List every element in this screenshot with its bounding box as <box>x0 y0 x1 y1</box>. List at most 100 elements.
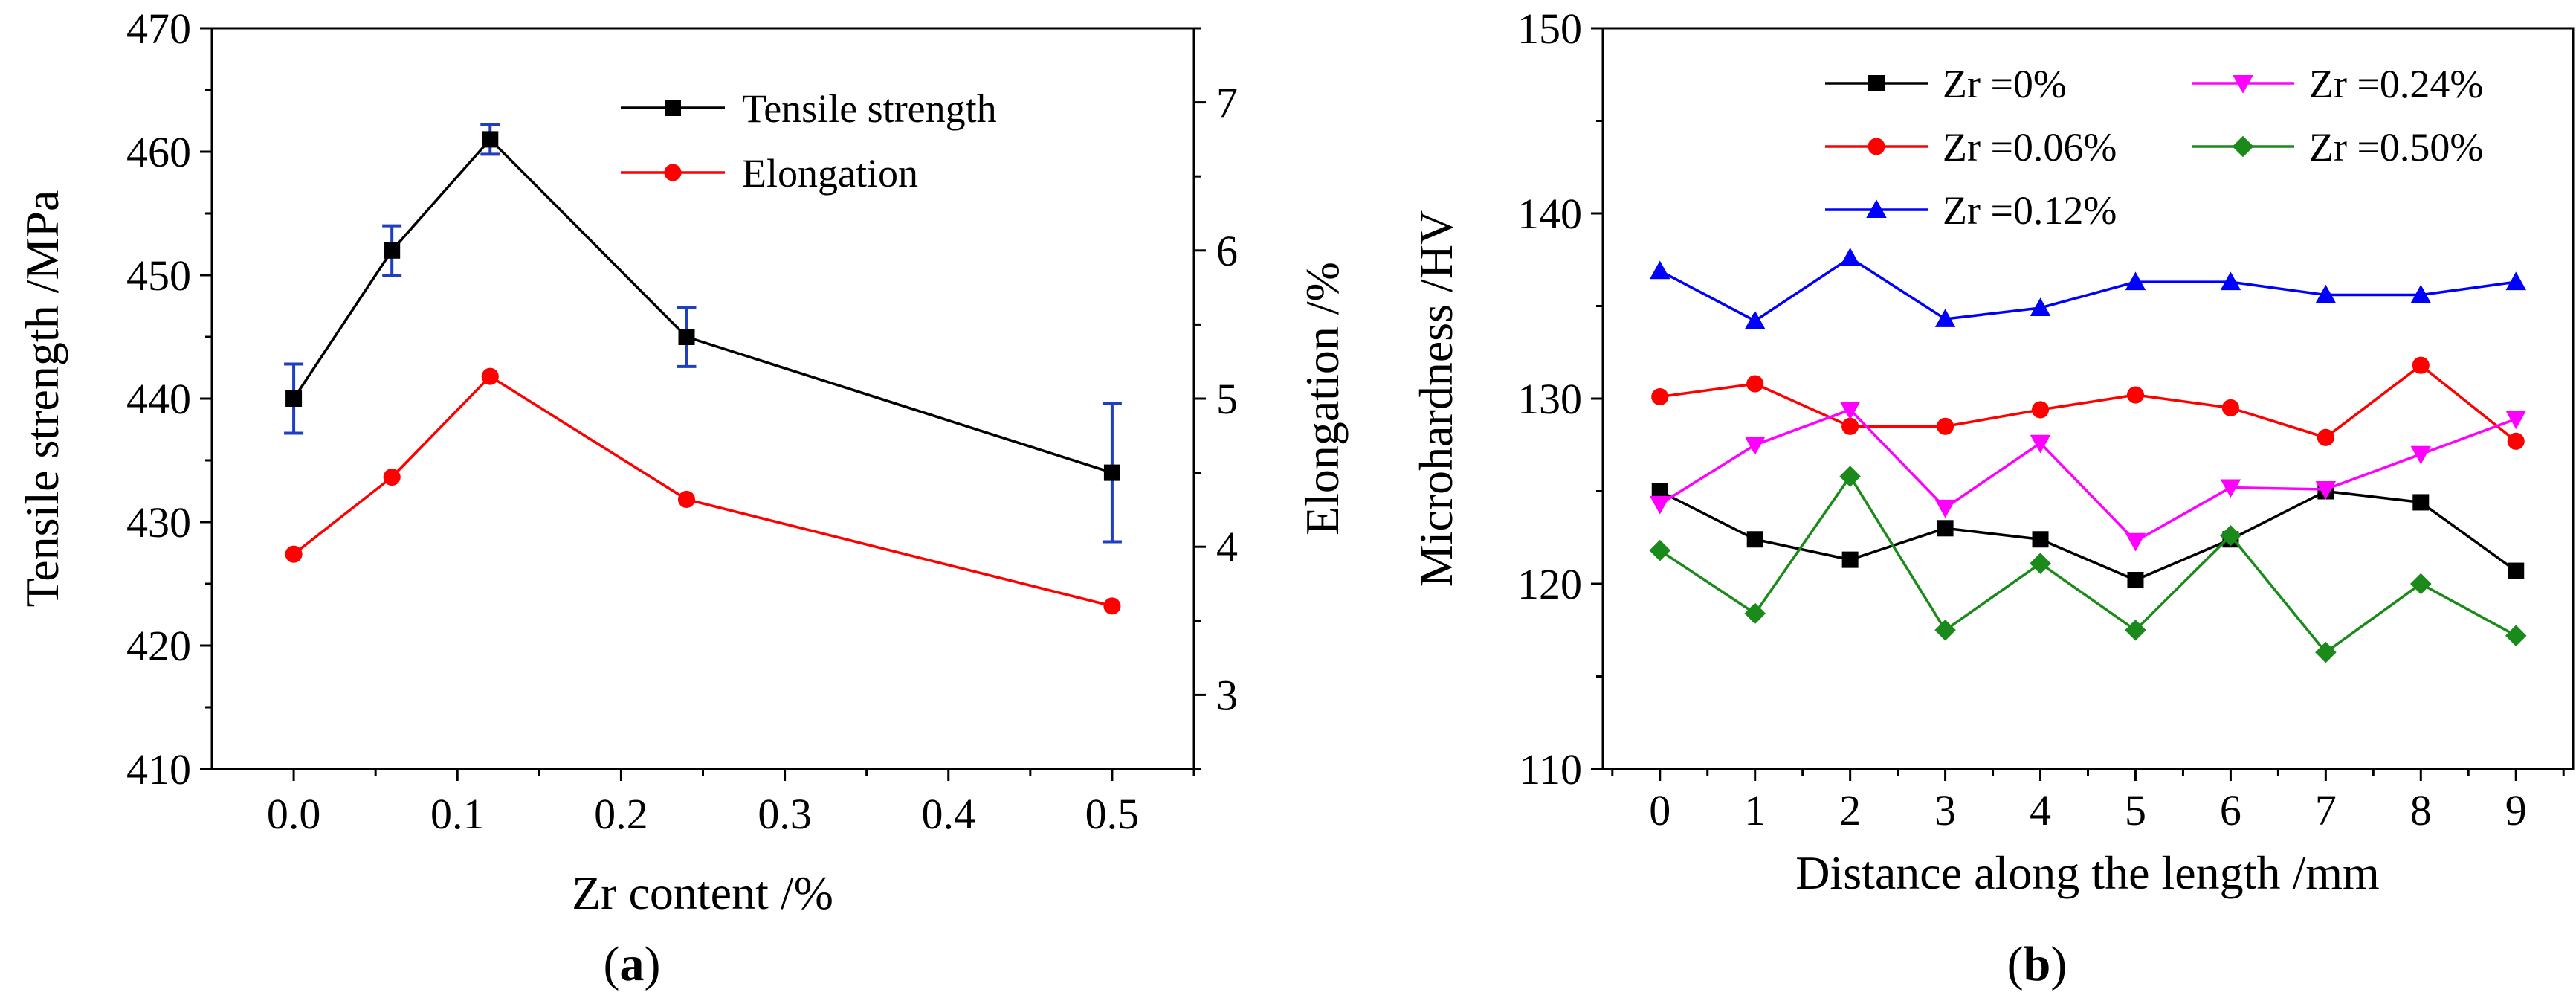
panel-a-legend: Tensile strength Elongation <box>621 86 997 196</box>
data-point-elongation <box>1103 597 1121 615</box>
data-point-tensile-strength <box>678 329 695 345</box>
series-line-elongation <box>293 374 1113 608</box>
series-line-zr-0-50 <box>1659 474 2517 654</box>
data-point-tensile-strength <box>482 131 499 148</box>
panel-b-y-axis-title: Microhardness /HV <box>1410 210 1462 588</box>
y2-tick-label: 3 <box>1216 671 1238 719</box>
y-tick-label: 460 <box>126 128 191 176</box>
series-line-tensile-strength <box>292 137 1113 474</box>
data-point-zr-0-06 <box>1651 387 1669 406</box>
data-point-zr-0-50 <box>2505 625 2527 647</box>
legend-label-zr-0: Zr =0% <box>1943 62 2067 106</box>
y-tick-label: 130 <box>1517 375 1582 423</box>
x-tick-label: 0.1 <box>430 790 485 838</box>
legend-marker-zr-0-24 <box>2233 75 2253 94</box>
data-point-zr-0-12 <box>2505 271 2526 291</box>
data-point-zr-0-24 <box>1839 401 1861 420</box>
panel-a-plot-frame <box>210 27 1195 770</box>
data-point-zr-0 <box>1746 531 1763 548</box>
data-point-zr-0-12 <box>2220 271 2241 291</box>
data-point-zr-0-12 <box>1839 248 1861 266</box>
y-tick-label: 440 <box>126 375 191 423</box>
data-point-zr-0-24 <box>1744 437 1766 455</box>
data-point-zr-0-24 <box>2030 434 2051 454</box>
legend-marker-zr-0-06 <box>1868 138 1885 155</box>
panel-a-y-ticks: 410 420 430 440 450 460 470 <box>126 4 212 794</box>
x-tick-label: 7 <box>2315 786 2337 834</box>
data-point-zr-0-50 <box>2030 553 2051 574</box>
y-tick-label: 120 <box>1517 560 1582 608</box>
legend-label-zr-0-50: Zr =0.50% <box>2309 125 2483 170</box>
data-point-zr-0-06 <box>1937 417 1954 435</box>
data-point-elongation <box>481 367 499 385</box>
panel-a-y-axis-title: Tensile strength /MPa <box>16 190 68 608</box>
x-tick-label: 0.5 <box>1085 790 1140 838</box>
y-tick-label: 430 <box>126 498 191 547</box>
data-point-elongation <box>285 545 303 563</box>
data-point-zr-0-12 <box>2030 297 2051 316</box>
y2-tick-label: 7 <box>1216 79 1238 127</box>
x-tick-label: 8 <box>2410 786 2432 834</box>
x-tick-label: 3 <box>1934 786 1956 834</box>
series-line-zr-0 <box>1659 489 2517 582</box>
legend-marker-zr-0-50 <box>2232 135 2254 158</box>
data-point-zr-0-24 <box>1934 499 1956 518</box>
y2-tick-label: 6 <box>1216 227 1238 275</box>
y-tick-label: 140 <box>1517 190 1582 238</box>
data-point-zr-0-06 <box>1746 375 1764 393</box>
y-tick-label: 420 <box>126 622 191 670</box>
panel-a-y2-ticks: 3 4 5 6 7 <box>1194 27 1238 770</box>
data-point-zr-0-06 <box>2126 386 2145 404</box>
panel-b-label: (b) <box>2007 937 2067 991</box>
legend-label-elongation: Elongation <box>742 151 918 196</box>
panel-b-legend: Zr =0% Zr =0.06% Zr =0.12% Zr =0.24% Zr =0.5… <box>1825 62 2483 233</box>
x-tick-label: 5 <box>2125 786 2146 834</box>
x-tick-label: 0 <box>1649 786 1670 834</box>
panel-b-y-ticks: 110 120 130 140 150 <box>1517 4 1603 794</box>
x-tick-label: 2 <box>1839 786 1861 834</box>
legend-marker-elongation <box>664 164 682 181</box>
panel-a-x-axis-title: Zr content /% <box>572 866 833 919</box>
legend-label-tensile-strength: Tensile strength <box>742 86 997 131</box>
data-point-zr-0-24 <box>2220 479 2241 498</box>
data-point-zr-0 <box>2508 562 2525 579</box>
legend-marker-zr-0 <box>1868 75 1885 91</box>
data-point-zr-0-50 <box>1649 539 1671 561</box>
data-point-elongation <box>677 490 696 509</box>
data-point-zr-0 <box>1937 520 1954 537</box>
x-tick-label: 0.2 <box>594 790 648 838</box>
data-point-zr-0-50 <box>2220 524 2241 547</box>
data-point-zr-0-12 <box>1650 260 1670 280</box>
x-tick-label: 9 <box>2505 786 2527 834</box>
data-point-zr-0-50 <box>1839 466 1861 487</box>
y2-tick-label: 4 <box>1216 523 1238 571</box>
x-tick-label: 0.4 <box>922 790 976 838</box>
data-point-zr-0-24 <box>2505 411 2526 430</box>
data-point-elongation <box>383 469 401 486</box>
data-point-zr-0-24 <box>2315 481 2337 500</box>
data-point-zr-0-06 <box>2507 432 2525 450</box>
panel-b-x-ticks: 0 1 2 3 4 5 6 7 8 9 <box>1611 769 2565 834</box>
y-tick-label: 110 <box>1519 745 1582 794</box>
data-point-zr-0-06 <box>2317 428 2334 446</box>
data-point-tensile-strength <box>384 242 401 259</box>
series-line-zr-0-12 <box>1659 256 2517 323</box>
panel-a-x-ticks: 0.0 0.1 0.2 0.3 0.4 0.5 <box>267 769 1195 838</box>
data-point-zr-0-24 <box>2410 445 2432 465</box>
panel-b-x-axis-title: Distance along the length /mm <box>1795 846 2380 899</box>
data-point-zr-0-12 <box>2315 284 2337 303</box>
series-line-zr-0-06 <box>1659 363 2517 443</box>
data-point-zr-0-06 <box>2221 399 2239 416</box>
data-point-zr-0-06 <box>2412 356 2430 374</box>
data-point-zr-0-06 <box>2031 401 2050 419</box>
data-point-zr-0-50 <box>2315 641 2337 663</box>
legend-marker-zr-0-12 <box>1866 199 1887 218</box>
x-tick-label: 1 <box>1744 786 1766 834</box>
legend-marker-tensile-strength <box>665 100 681 116</box>
data-point-zr-0-12 <box>1934 309 1956 327</box>
data-point-zr-0 <box>2127 572 2144 589</box>
data-point-zr-0-50 <box>1934 619 1956 641</box>
y-tick-label: 450 <box>126 251 191 300</box>
data-point-zr-0 <box>1651 483 1668 500</box>
